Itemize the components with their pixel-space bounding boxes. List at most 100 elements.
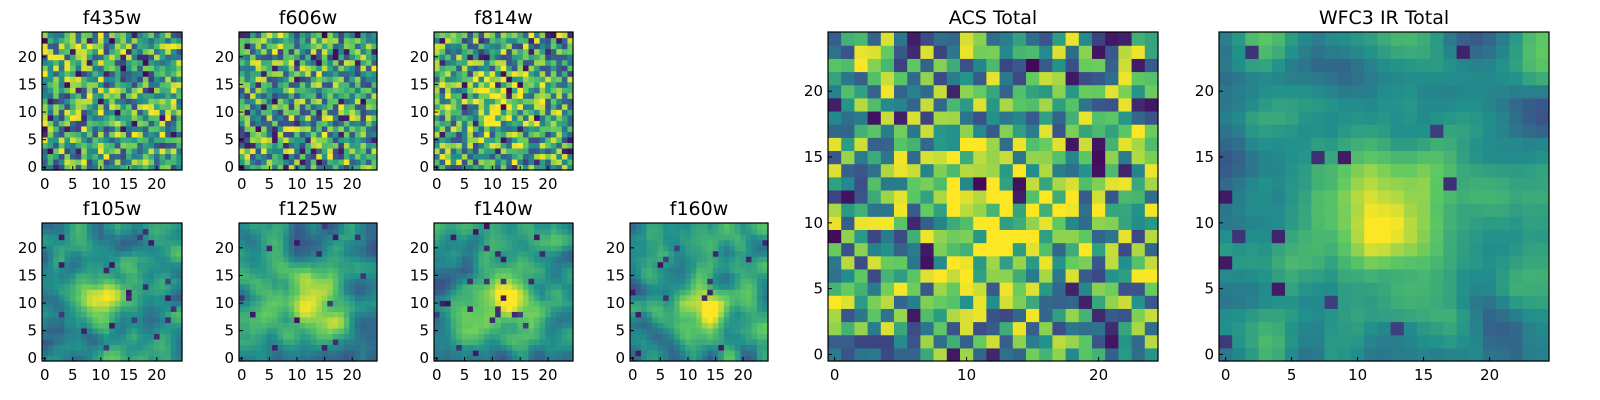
heatmap-cell — [148, 289, 155, 296]
heatmap-cell — [321, 322, 328, 329]
heatmap-cell — [690, 316, 697, 323]
heatmap-cell — [365, 87, 373, 94]
heatmap-cell — [734, 305, 741, 312]
heatmap-cell — [42, 267, 49, 274]
heatmap-cell — [159, 76, 166, 83]
heatmap-cell — [64, 164, 71, 171]
heatmap-cell — [556, 114, 563, 121]
heatmap-cell — [495, 153, 502, 160]
heatmap-cell — [933, 216, 948, 230]
heatmap-cell — [332, 37, 339, 44]
heatmap-cell — [47, 65, 54, 72]
heatmap-cell — [81, 54, 88, 61]
heatmap-cell — [556, 349, 563, 357]
heatmap-cell — [354, 59, 362, 66]
heatmap-cell — [64, 316, 71, 323]
heatmap-cell — [999, 242, 1014, 257]
heatmap-cell — [316, 158, 323, 166]
heatmap-cell — [53, 32, 60, 39]
heatmap-cell — [641, 223, 648, 230]
heatmap-cell — [723, 311, 730, 318]
heatmap-cell — [489, 81, 496, 88]
heatmap-cell — [42, 283, 49, 290]
heatmap-cell — [154, 142, 161, 149]
heatmap-cell — [365, 223, 373, 230]
heatmap-cell — [64, 65, 71, 72]
heatmap-cell — [288, 114, 295, 121]
heatmap-cell — [534, 120, 541, 127]
heatmap-cell — [310, 142, 317, 149]
heatmap-cell — [42, 333, 49, 340]
heatmap-cell — [745, 305, 753, 312]
heatmap-cell — [299, 322, 306, 329]
heatmap-cell — [58, 54, 65, 61]
heatmap-cell — [461, 43, 468, 50]
heatmap-cell — [255, 125, 262, 132]
heatmap-cell — [545, 153, 552, 160]
heatmap-cell — [495, 344, 502, 351]
heatmap-cell — [310, 283, 317, 290]
heatmap-cell — [81, 338, 88, 346]
heatmap-cell — [170, 311, 177, 318]
heatmap-cell — [92, 316, 99, 323]
heatmap-cell — [338, 338, 345, 346]
heatmap-cell — [148, 32, 155, 39]
heatmap-cell — [1012, 347, 1027, 362]
heatmap-cell — [561, 228, 569, 235]
heatmap-cell — [539, 48, 546, 55]
heatmap-cell — [42, 131, 49, 138]
heatmap-cell — [103, 344, 110, 351]
heatmap-cell — [283, 164, 290, 171]
heatmap-cell — [261, 48, 268, 55]
heatmap-cell — [467, 158, 474, 166]
heatmap-cell — [652, 322, 659, 329]
heatmap-cell — [327, 37, 334, 44]
heatmap-cell — [517, 32, 524, 39]
heatmap-cell — [310, 70, 317, 77]
heatmap-cell — [58, 245, 65, 252]
heatmap-cell — [484, 120, 491, 127]
heatmap-cell — [545, 278, 552, 285]
heatmap-cell — [250, 81, 257, 88]
heatmap-cell — [668, 261, 675, 268]
heatmap-cell — [349, 294, 356, 301]
heatmap-cell — [349, 109, 356, 116]
heatmap-cell — [75, 48, 82, 55]
heatmap-cell — [707, 283, 714, 290]
heatmap-cell — [495, 65, 502, 72]
heatmap-cell — [371, 131, 378, 138]
heatmap-cell — [920, 163, 935, 178]
heatmap-cell — [745, 223, 753, 230]
heatmap-cell — [86, 250, 93, 257]
heatmap-cell — [907, 176, 921, 191]
heatmap-cell — [321, 333, 328, 340]
heatmap-cell — [734, 300, 741, 307]
heatmap-cell — [148, 267, 155, 274]
heatmap-cell — [75, 239, 82, 246]
heatmap-cell — [973, 150, 987, 165]
heatmap-cell — [1078, 176, 1093, 191]
heatmap-cell — [517, 234, 524, 241]
heatmap-cell — [567, 355, 574, 362]
heatmap-cell — [646, 278, 653, 285]
heatmap-cell — [283, 114, 290, 121]
heatmap-cell — [489, 311, 496, 318]
heatmap-cell — [338, 322, 345, 329]
heatmap-cell — [250, 316, 257, 323]
heatmap-cell — [266, 311, 273, 318]
heatmap-cell — [114, 256, 121, 263]
x-tick-label: 15 — [315, 366, 334, 384]
heatmap-cell — [277, 92, 284, 99]
heatmap-cell — [70, 153, 77, 160]
heatmap-cell — [745, 300, 753, 307]
heatmap-cell — [534, 327, 541, 334]
heatmap-cell — [255, 54, 262, 61]
heatmap-cell — [663, 267, 670, 274]
heatmap-cell — [126, 294, 133, 301]
heatmap-cell — [338, 87, 345, 94]
heatmap-cell — [867, 203, 882, 217]
heatmap-cell — [75, 261, 82, 268]
heatmap-cell — [98, 349, 105, 357]
heatmap-cell — [461, 153, 468, 160]
heatmap-cell — [92, 142, 99, 149]
